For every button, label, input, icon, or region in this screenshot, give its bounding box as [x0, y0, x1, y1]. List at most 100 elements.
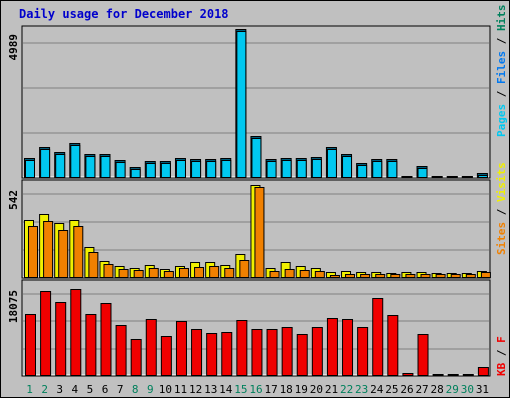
bar-kbytes — [417, 334, 429, 376]
bar-kbytes — [145, 319, 157, 376]
bar-sites — [405, 274, 416, 278]
bar-kbytes — [342, 319, 354, 376]
bar-pages — [100, 156, 111, 178]
bar-kbytes — [221, 332, 233, 376]
bar-sites — [284, 269, 295, 278]
bar-pages — [70, 145, 81, 178]
x-tick-label: 10 — [159, 383, 172, 396]
bar-sites — [43, 221, 54, 278]
bar-sites — [194, 267, 205, 278]
bar-pages — [251, 138, 262, 178]
bar-pages — [175, 160, 186, 178]
chart-labels: 4989 54 2 18075 Pages / Files / Hits Sites / … — [7, 5, 508, 397]
bar-sites — [435, 274, 446, 278]
bar-kbytes — [387, 315, 399, 376]
bar-pages — [387, 161, 398, 178]
bar-kbytes — [55, 302, 67, 376]
bar-pages — [462, 176, 473, 178]
bar-kbytes — [130, 339, 142, 376]
bar-kbytes — [357, 327, 369, 376]
bar-kbytes — [175, 321, 187, 376]
bar-sites — [375, 274, 386, 278]
bar-sites — [58, 230, 69, 278]
bar-sites — [420, 274, 431, 278]
bar-pages — [357, 165, 368, 178]
bar-pages — [130, 169, 141, 178]
x-tick-label: 13 — [204, 383, 217, 396]
bar-sites — [239, 260, 250, 278]
bar-kbytes — [266, 329, 278, 376]
bar-sites — [209, 266, 220, 278]
bar-sites — [178, 268, 189, 278]
bar-kbytes — [462, 374, 474, 376]
bar-sites — [450, 274, 461, 278]
bar-sites — [163, 271, 174, 278]
bar-kbytes — [85, 314, 97, 376]
x-tick-label: 5 — [87, 383, 94, 396]
x-tick-label: 14 — [219, 383, 233, 396]
x-tick-label: 18 — [280, 383, 293, 396]
bar-pages — [417, 168, 428, 178]
x-tick-label: 19 — [295, 383, 308, 396]
bar-sites — [390, 274, 401, 278]
legend-kbytes: KB / F — [495, 336, 508, 376]
bar-sites — [73, 226, 84, 278]
bar-pages — [281, 160, 292, 178]
bar-kbytes — [296, 334, 308, 376]
bar-pages — [296, 160, 307, 178]
bar-pages — [40, 149, 51, 178]
bar-sites — [224, 268, 235, 278]
bar-kbytes — [25, 314, 36, 376]
x-tick-label: 2 — [41, 383, 48, 396]
bar-kbytes — [281, 327, 293, 376]
x-tick-label: 23 — [355, 383, 368, 396]
x-tick-label: 22 — [340, 383, 353, 396]
x-tick-label: 6 — [102, 383, 109, 396]
legend-pages-files-hits: Pages / Files / Hits — [495, 5, 508, 138]
bar-pages — [326, 149, 337, 178]
bar-kbytes — [100, 303, 112, 376]
y-axis-max-label: 4989 — [7, 34, 20, 61]
bar-pages — [115, 162, 126, 178]
bar-kbytes — [206, 333, 218, 376]
bar-kbytes — [160, 336, 172, 376]
chart-title: Daily usage for December 2018 — [19, 7, 229, 21]
x-tick-label: 31 — [476, 383, 489, 396]
bar-pages — [311, 159, 322, 178]
x-tick-label: 27 — [415, 383, 428, 396]
x-tick-label: 15 — [234, 383, 247, 396]
y-axis-max-label: 18075 — [7, 290, 20, 323]
bar-pages — [372, 161, 383, 178]
bar-sites — [360, 274, 371, 278]
bar-sites — [118, 269, 129, 278]
bar-sites — [28, 226, 38, 278]
bar-kbytes — [447, 374, 459, 376]
bar-sites — [465, 274, 476, 278]
x-tick-label: 30 — [461, 383, 474, 396]
bar-kbytes — [477, 367, 489, 376]
bar-pages — [206, 161, 217, 178]
bar-sites — [480, 272, 491, 278]
bar-kbytes — [432, 374, 444, 376]
bar-sites — [103, 264, 114, 278]
bar-sites — [254, 187, 265, 278]
bar-kbytes — [372, 298, 384, 376]
bar-sites — [314, 271, 325, 278]
x-tick-label: 8 — [132, 383, 139, 396]
bar-kbytes — [311, 327, 323, 376]
bar-sites — [299, 270, 310, 278]
x-tick-label: 4 — [72, 383, 79, 396]
bar-pages — [402, 176, 413, 178]
legend-sites-visits: Sites / Visits — [495, 162, 508, 255]
x-tick-label: 3 — [56, 383, 63, 396]
x-tick-label: 20 — [310, 383, 323, 396]
bar-kbytes — [236, 320, 248, 376]
x-tick-label: 29 — [446, 383, 459, 396]
bar-sites — [148, 268, 159, 278]
bar-pages — [55, 154, 66, 178]
chart-bars — [24, 29, 491, 376]
x-tick-label: 16 — [249, 383, 262, 396]
x-tick-label: 28 — [431, 383, 444, 396]
bar-sites — [133, 270, 144, 278]
bar-pages — [432, 176, 443, 178]
